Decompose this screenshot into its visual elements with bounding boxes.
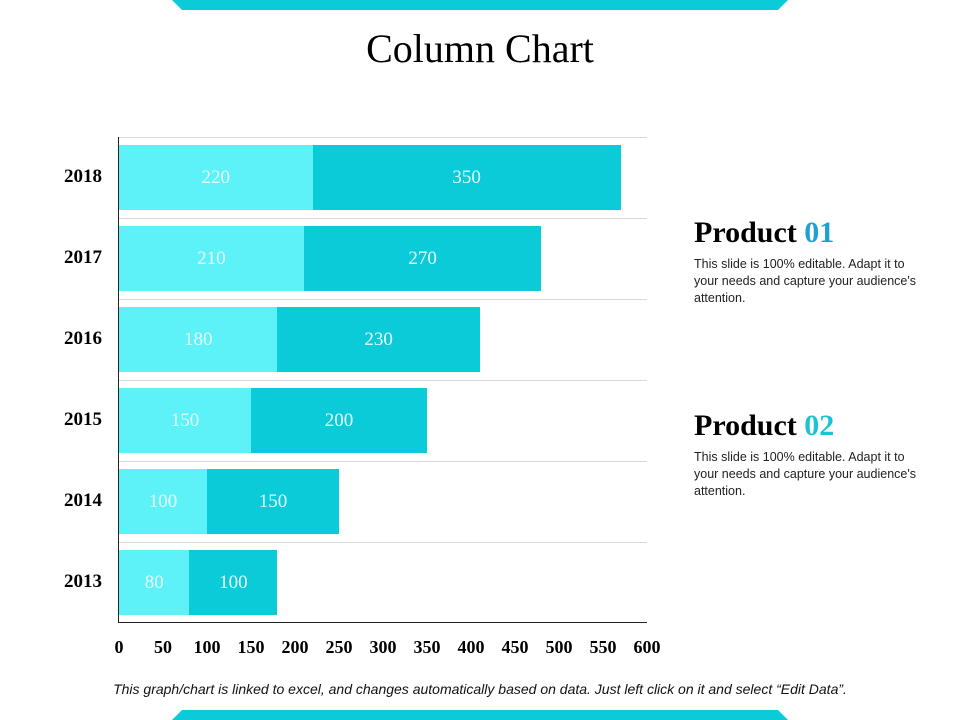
x-axis-tick-label: 450 — [501, 637, 529, 657]
bar-segment-product-02[interactable]: 350 — [312, 145, 621, 210]
product-01-heading: Product 01 — [694, 216, 934, 250]
y-axis-label: 2014 — [64, 490, 102, 511]
product-02-panel: Product 02 This slide is 100% editable. … — [694, 409, 934, 500]
y-axis-label: 2017 — [64, 247, 102, 268]
bar-segment-product-02[interactable]: 150 — [207, 469, 339, 534]
y-axis-label: 2013 — [64, 571, 102, 592]
bar-segment-product-02[interactable]: 100 — [189, 550, 278, 615]
x-axis-tick-label: 150 — [237, 637, 265, 657]
bar-segment-product-01[interactable]: 220 — [119, 145, 313, 210]
x-axis-tick-label: 200 — [281, 637, 309, 657]
product-02-description: This slide is 100% editable. Adapt it to… — [694, 450, 916, 498]
bar-segment-product-01[interactable]: 150 — [119, 388, 251, 453]
product-02-heading: Product 02 — [694, 409, 934, 443]
product-01-panel: Product 01 This slide is 100% editable. … — [694, 216, 934, 307]
bar-row-2016[interactable]: 180 230 — [119, 307, 480, 372]
gridline — [119, 299, 647, 300]
x-axis-tick-label: 100 — [193, 637, 221, 657]
x-axis-tick-label: 400 — [457, 637, 485, 657]
x-axis-tick-label: 0 — [114, 637, 124, 657]
x-axis-tick-label: 50 — [154, 637, 172, 657]
product-02-number: 02 — [804, 409, 835, 442]
bar-segment-product-01[interactable]: 100 — [119, 469, 207, 534]
x-axis-tick-label: 550 — [589, 637, 617, 657]
x-axis-tick-label: 250 — [325, 637, 353, 657]
x-axis-tick-label: 500 — [545, 637, 573, 657]
bar-segment-product-02[interactable]: 270 — [303, 226, 542, 291]
product-01-number: 01 — [804, 216, 835, 249]
x-axis-tick-label: 300 — [369, 637, 397, 657]
footnote: This graph/chart is linked to excel, and… — [113, 681, 847, 697]
bar-row-2014[interactable]: 100 150 — [119, 469, 339, 534]
y-axis-line — [118, 137, 119, 623]
x-axis-tick-label: 350 — [413, 637, 441, 657]
bar-segment-product-01[interactable]: 80 — [119, 550, 190, 615]
product-01-description: This slide is 100% editable. Adapt it to… — [694, 257, 916, 305]
top-accent-banner — [172, 0, 788, 10]
slide-title: Column Chart — [366, 26, 594, 71]
bar-row-2015[interactable]: 150 200 — [119, 388, 427, 453]
x-axis-line — [118, 622, 647, 623]
bar-row-2013[interactable]: 80 100 — [119, 550, 278, 615]
y-axis-label: 2015 — [64, 409, 102, 430]
bar-segment-product-02[interactable]: 230 — [277, 307, 480, 372]
bar-row-2018[interactable]: 220 350 — [119, 145, 621, 210]
bar-segment-product-01[interactable]: 210 — [119, 226, 304, 291]
gridline — [119, 461, 647, 462]
product-02-label: Product — [694, 409, 797, 442]
product-01-label: Product — [694, 216, 797, 249]
y-axis-label: 2016 — [64, 328, 102, 349]
bar-segment-product-01[interactable]: 180 — [119, 307, 278, 372]
x-axis-tick-label: 600 — [633, 637, 661, 657]
y-axis-label: 2018 — [64, 166, 102, 187]
gridline — [119, 218, 647, 219]
gridline — [119, 380, 647, 381]
gridline — [119, 137, 647, 138]
bottom-accent-banner — [172, 710, 788, 720]
bar-segment-product-02[interactable]: 200 — [251, 388, 427, 453]
gridline — [119, 542, 647, 543]
bar-row-2017[interactable]: 210 270 — [119, 226, 542, 291]
